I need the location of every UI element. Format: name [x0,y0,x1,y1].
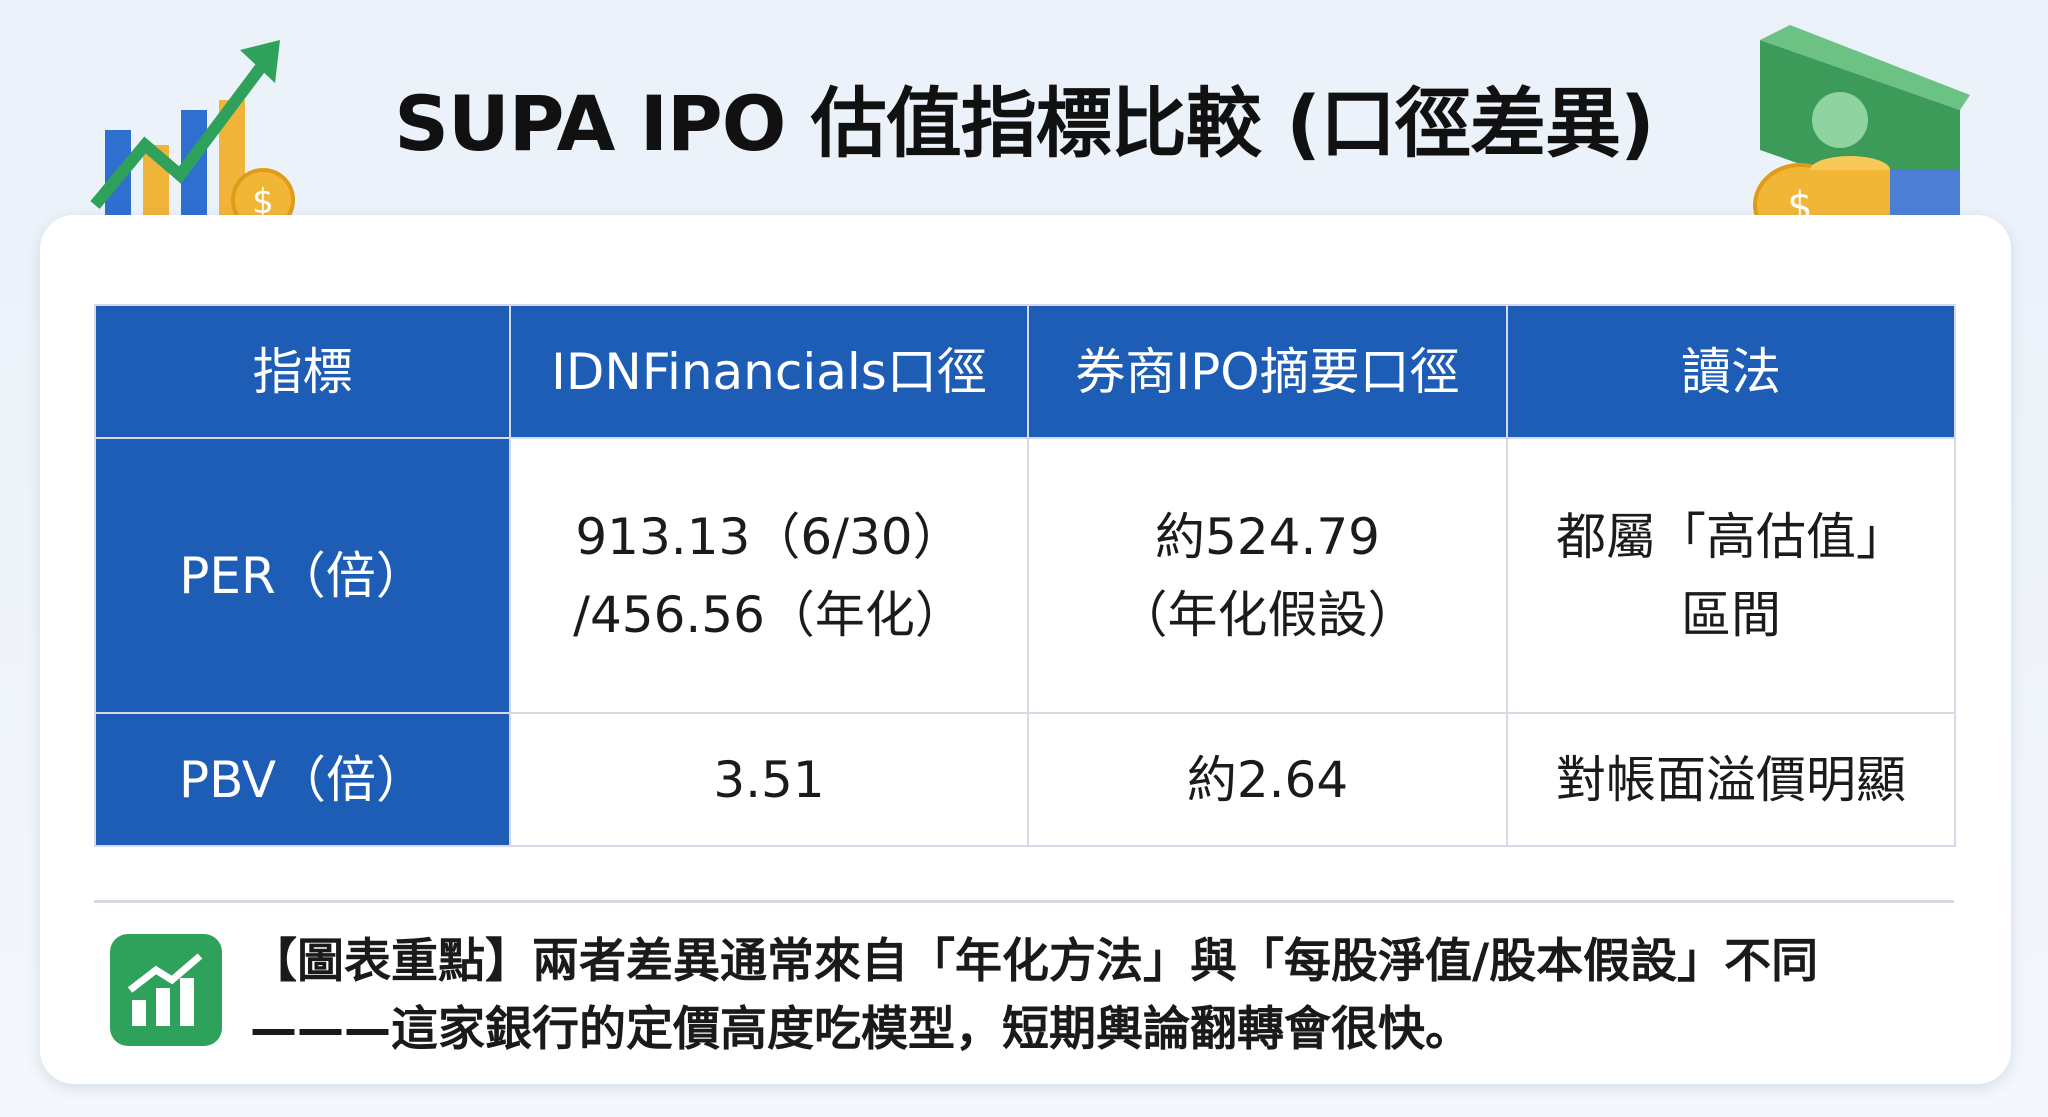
column-header: IDNFinancials口徑 [509,304,1029,439]
table-cell: 都屬「高估值」 區間 [1506,437,1956,714]
table-row: PER（倍） 913.13（6/30） /456.56（年化） 約524.79 （年化假… [94,437,1956,714]
cell-line: 對帳面溢價明顯 [1556,750,1906,809]
table-cell: 3.51 [509,712,1029,847]
column-header: 讀法 [1506,304,1956,439]
cell-line: /456.56（年化） [573,585,965,644]
cell-line: 區間 [1681,585,1781,644]
cell-line: （年化假設） [1117,585,1418,644]
cell-line: 都屬「高估值」 [1556,507,1906,566]
header-row: 指標 IDNFinancials口徑 券商IPO摘要口徑 讀法 [94,304,1956,439]
cell-line: 3.51 [713,750,825,809]
cell-line: 約2.64 [1186,750,1349,809]
column-header: 指標 [94,304,511,439]
table-row: PBV（倍） 3.51 約2.64 對帳面溢價明顯 [94,712,1956,847]
row-header: PER（倍） [94,437,511,714]
table: 指標 IDNFinancials口徑 券商IPO摘要口徑 讀法 PER（倍） 913.1… [94,304,1956,847]
table-cell: 約2.64 [1027,712,1508,847]
table-cell: 對帳面溢價明顯 [1506,712,1956,847]
table-cell: 913.13（6/30） /456.56（年化） [509,437,1029,714]
cell-line: 約524.79 [1155,507,1380,566]
row-header: PBV（倍） [94,712,511,847]
cell-line: 913.13（6/30） [575,507,963,566]
title: SUPA IPO 估值指標比較 (口徑差異) [394,79,1654,168]
cell-line: PBV（倍） [178,750,427,809]
note-icon [110,934,222,1046]
chart-icon: $ [90,40,295,232]
divider [94,900,1954,903]
note-text: 【圖表重點】兩者差異通常來自「年化方法」與「每股淨值/股本假設」不同———這家銀… [250,934,1819,1057]
svg-text:$: $ [252,182,274,222]
column-header: 券商IPO摘要口徑 [1027,304,1508,439]
cell-line: PER（倍） [179,546,426,605]
table-cell: 約524.79 （年化假設） [1027,437,1508,714]
